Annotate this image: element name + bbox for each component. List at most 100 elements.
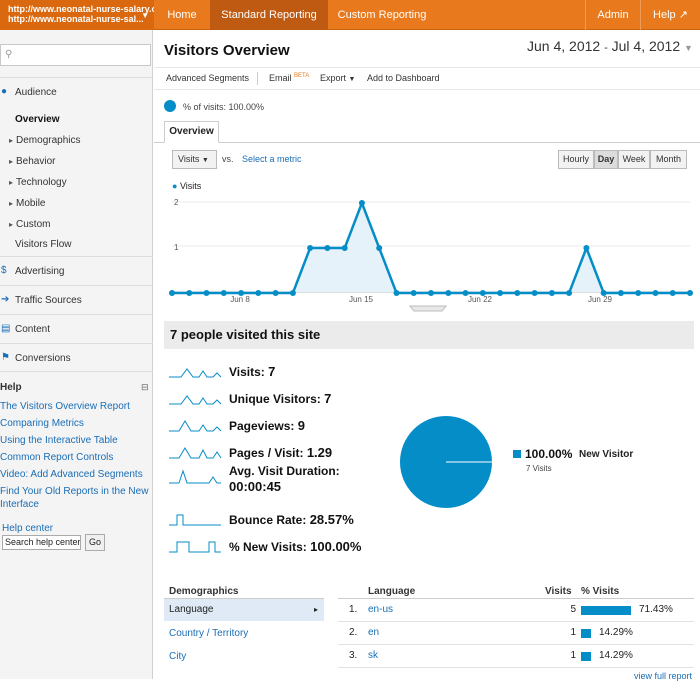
- search-input[interactable]: ⚲: [0, 44, 151, 66]
- data-point[interactable]: [548, 290, 555, 296]
- nav-home[interactable]: Home: [167, 9, 197, 21]
- sidebar-item-traffic-sources[interactable]: ➔ Traffic Sources: [0, 285, 153, 314]
- data-point[interactable]: [531, 290, 538, 296]
- help-link[interactable]: Comparing Metrics: [0, 418, 84, 429]
- sidebar-item-behavior[interactable]: Behavior: [9, 156, 55, 167]
- help-link[interactable]: Common Report Controls: [0, 452, 114, 463]
- select-metric-link[interactable]: Select a metric: [242, 154, 302, 164]
- data-point[interactable]: [410, 290, 417, 296]
- data-point[interactable]: [169, 290, 175, 296]
- help-link[interactable]: Video: Add Advanced Segments: [0, 469, 143, 480]
- language-link[interactable]: sk: [368, 650, 378, 661]
- pie-legend-swatch: [513, 450, 521, 458]
- data-point[interactable]: [238, 290, 245, 296]
- data-point[interactable]: [583, 245, 590, 251]
- data-point[interactable]: [687, 290, 693, 296]
- nav-custom-reporting[interactable]: Custom Reporting: [337, 9, 427, 21]
- sidebar: ⚲ ● Audience Overview Demographics Behavi…: [0, 30, 153, 679]
- sidebar-item-technology[interactable]: Technology: [9, 177, 67, 188]
- go-button[interactable]: Go: [85, 534, 105, 551]
- data-point[interactable]: [479, 290, 486, 296]
- y-tick-label: 1: [174, 243, 179, 252]
- table-row: 2. en 1 14.29%: [338, 622, 694, 645]
- sidebar-item-mobile[interactable]: Mobile: [9, 198, 45, 209]
- help-link[interactable]: Using the Interactive Table: [0, 435, 118, 446]
- demographics-language[interactable]: Language ▸: [164, 599, 324, 621]
- language-link[interactable]: en: [368, 627, 380, 638]
- date-range-picker[interactable]: Jun 4, 2012 - Jul 4, 2012 ▼: [527, 36, 695, 58]
- demographics-city[interactable]: City: [169, 651, 187, 662]
- flag-icon: ⚑: [1, 352, 10, 363]
- account-selector[interactable]: http://www.neonatal-nurse-salary.or http…: [0, 0, 154, 30]
- sidebar-item-content[interactable]: ▤ Content: [0, 314, 153, 343]
- data-point[interactable]: [428, 290, 434, 296]
- hourly-button[interactable]: Hourly: [558, 150, 594, 169]
- language-link[interactable]: en-us: [368, 604, 394, 615]
- data-point[interactable]: [307, 245, 314, 251]
- sidebar-item-custom[interactable]: Custom: [9, 219, 50, 230]
- nav-standard-reporting[interactable]: Standard Reporting: [210, 0, 328, 30]
- chevron-right-icon: ▸: [313, 605, 318, 614]
- data-point[interactable]: [376, 245, 383, 251]
- data-point[interactable]: [497, 290, 504, 296]
- sidebar-item-advertising[interactable]: $ Advertising: [0, 256, 153, 285]
- dollar-icon: $: [1, 265, 7, 276]
- metric-name: Bounce Rate:: [229, 513, 310, 527]
- collapse-icon[interactable]: ⊟: [141, 382, 149, 392]
- pct-bar: [581, 606, 631, 615]
- data-point[interactable]: [669, 290, 676, 296]
- sidebar-item-visitors-flow[interactable]: Visitors Flow: [15, 239, 72, 250]
- sidebar-item-demographics[interactable]: Demographics: [9, 135, 80, 146]
- sparkline: [169, 395, 222, 405]
- data-point[interactable]: [635, 290, 642, 296]
- data-point[interactable]: [220, 290, 227, 296]
- sidebar-item-overview[interactable]: Overview: [15, 114, 60, 125]
- chart-resize-handle[interactable]: [408, 305, 448, 312]
- metric-select[interactable]: Visits ▼: [172, 150, 217, 169]
- data-point[interactable]: [186, 290, 193, 296]
- metric-value: 7: [324, 391, 332, 406]
- email-button[interactable]: Email BETA: [269, 73, 309, 83]
- month-button[interactable]: Month: [650, 150, 687, 169]
- data-point[interactable]: [341, 245, 348, 251]
- data-point[interactable]: [462, 290, 469, 296]
- data-point[interactable]: [324, 245, 331, 251]
- data-point[interactable]: [393, 290, 400, 296]
- metric-value: 1.29: [306, 445, 333, 460]
- help-link[interactable]: The Visitors Overview Report: [0, 401, 130, 412]
- advanced-segments-button[interactable]: Advanced Segments: [166, 73, 250, 83]
- add-to-dashboard-button[interactable]: Add to Dashboard: [367, 73, 440, 83]
- help-center-link[interactable]: Help center: [2, 523, 54, 534]
- data-point[interactable]: [514, 290, 521, 296]
- sidebar-item-conversions[interactable]: ⚑ Conversions: [0, 343, 153, 372]
- chevron-down-icon: ▼: [684, 43, 693, 53]
- view-full-report-link[interactable]: view full report: [634, 671, 693, 681]
- export-button[interactable]: Export ▼: [320, 73, 355, 83]
- sparkline-path: [169, 420, 222, 432]
- data-point[interactable]: [617, 290, 624, 296]
- data-point[interactable]: [203, 290, 210, 296]
- week-button[interactable]: Week: [618, 150, 650, 169]
- divider: [257, 72, 258, 85]
- tab-overview[interactable]: Overview: [164, 121, 219, 143]
- row-number: 1.: [349, 604, 358, 615]
- data-point[interactable]: [566, 290, 573, 296]
- nav-admin[interactable]: Admin: [585, 0, 640, 30]
- metric-name: % New Visits:: [229, 540, 311, 554]
- data-point[interactable]: [445, 290, 452, 296]
- demographics-country[interactable]: Country / Territory: [169, 628, 249, 639]
- people-icon: ●: [1, 86, 8, 97]
- data-point[interactable]: [652, 290, 659, 296]
- traffic-icon: ➔: [1, 294, 10, 305]
- data-point[interactable]: [272, 290, 279, 296]
- sidebar-item-audience[interactable]: ● Audience: [0, 77, 153, 106]
- help-link[interactable]: Find Your Old Reports in the New Interfa…: [0, 486, 149, 510]
- help-search-input[interactable]: Search help center: [2, 535, 81, 550]
- nav-help[interactable]: Help ↗: [640, 0, 700, 30]
- data-point[interactable]: [600, 290, 607, 296]
- chevron-down-icon: ▼: [201, 157, 209, 164]
- data-point[interactable]: [289, 290, 296, 296]
- data-point[interactable]: [358, 200, 365, 206]
- data-point[interactable]: [255, 290, 262, 296]
- day-button[interactable]: Day: [594, 150, 618, 169]
